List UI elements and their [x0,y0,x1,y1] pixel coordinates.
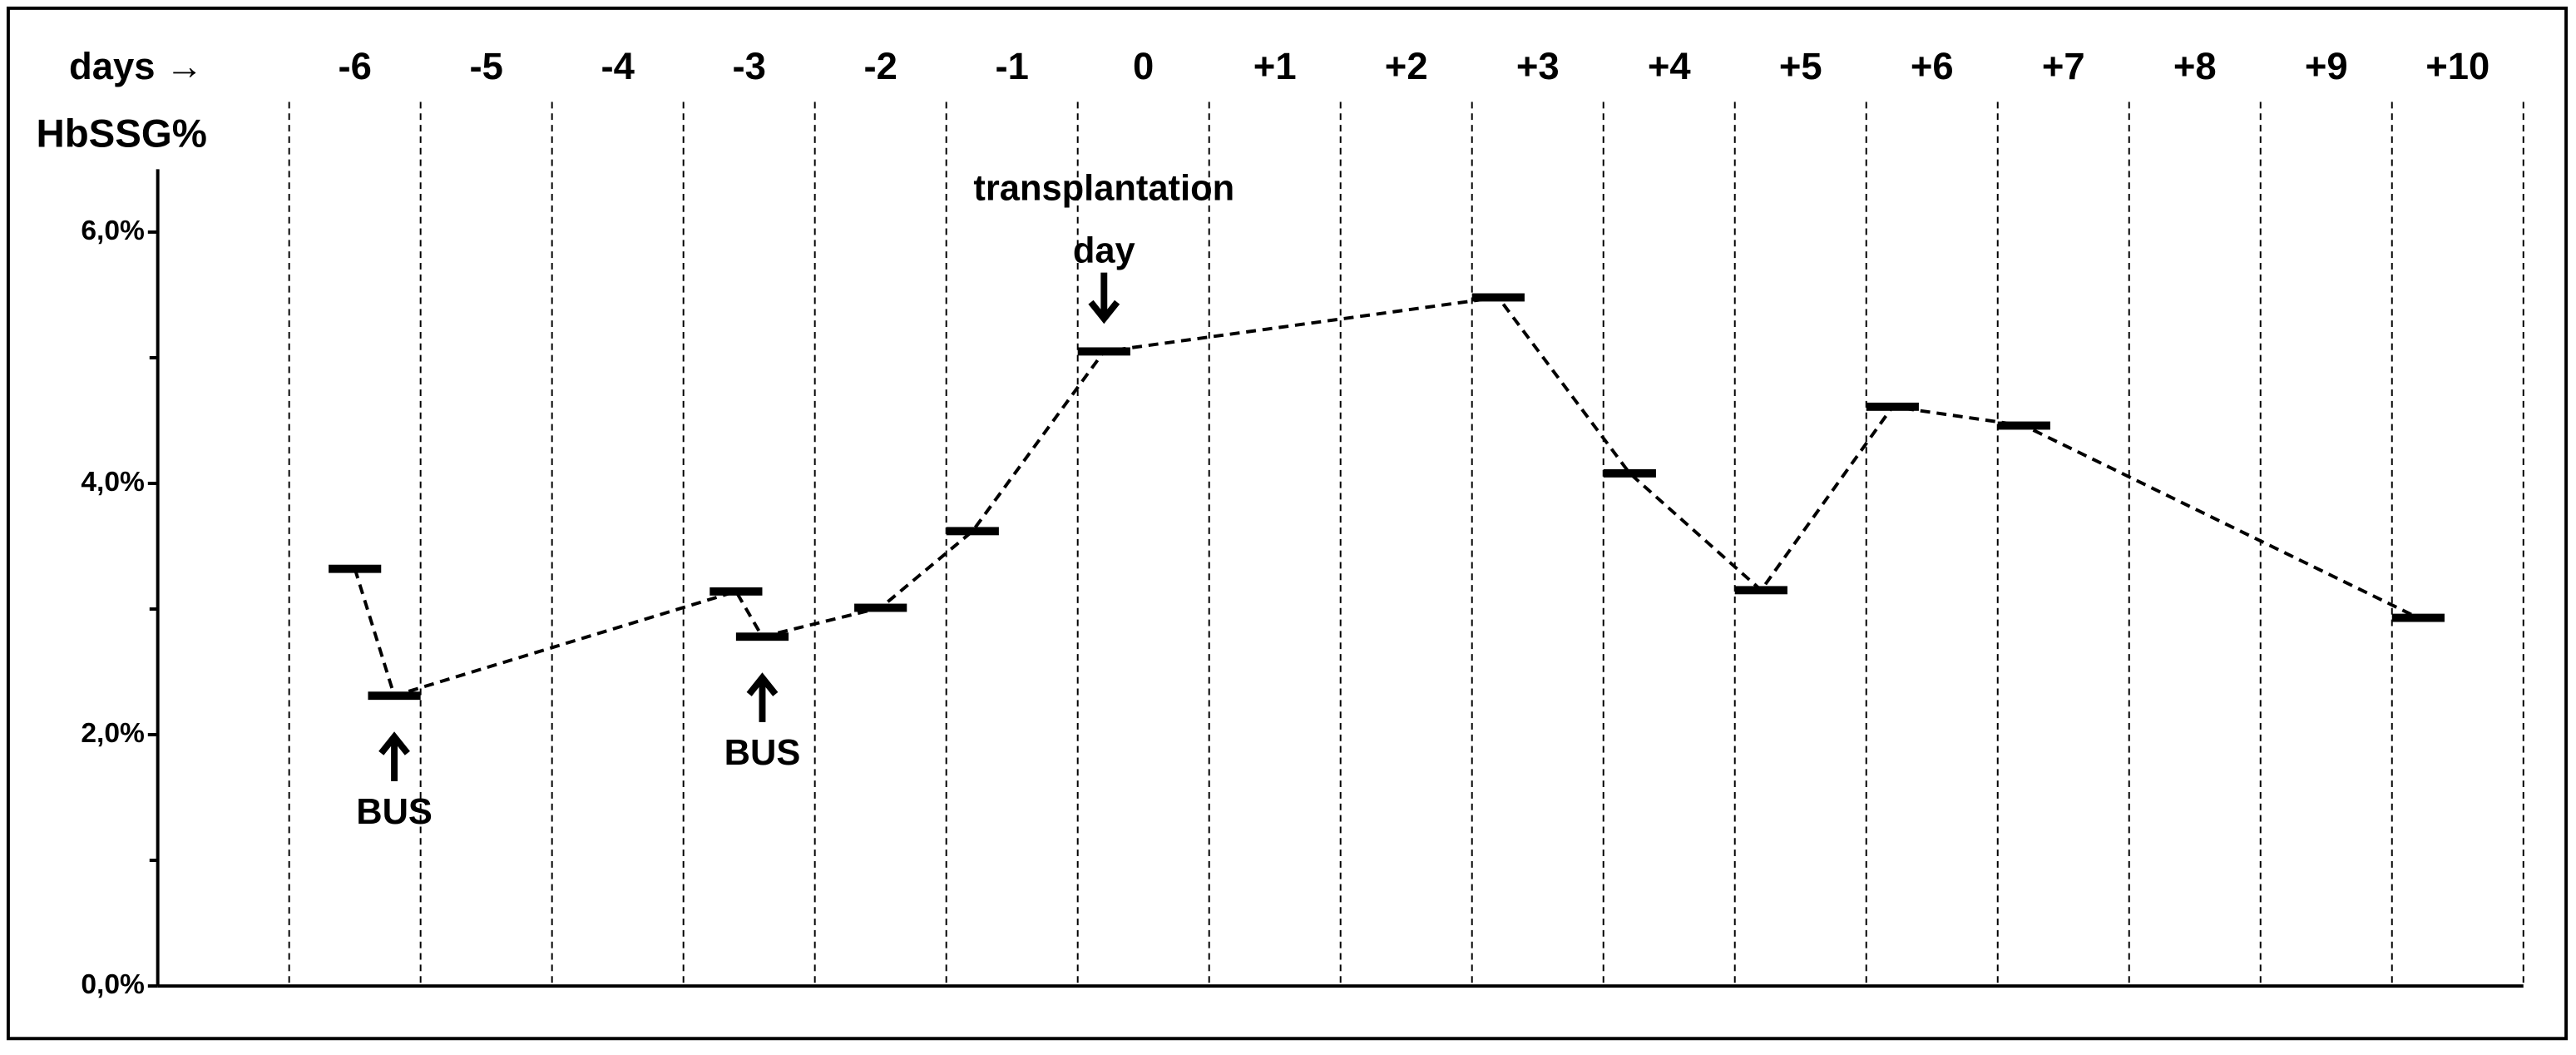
annotation: transplantation [973,168,1234,208]
x-tick-label: +8 [2173,45,2217,87]
data-marker [735,632,789,641]
x-tick-label: 0 [1133,45,1154,87]
x-tick-label: -3 [732,45,765,87]
x-tick-label: +6 [1911,45,1954,87]
annotation-arrow [1088,272,1120,324]
data-marker [368,691,421,701]
x-tick-label: -1 [995,45,1028,87]
x-tick-label: +4 [1648,45,1692,87]
data-marker [1997,421,2050,430]
x-tick-label: +9 [2305,45,2348,87]
data-marker [710,587,763,596]
x-tick-label: -4 [601,45,635,87]
data-marker [1077,347,1130,356]
y-axis-label: HbSSG% [36,111,206,156]
x-axis-label: days → [69,45,204,87]
annotation: day [1073,230,1135,270]
data-marker [329,564,382,573]
x-tick-label: -5 [469,45,502,87]
x-tick-label: +10 [2425,45,2489,87]
x-tick-label: +3 [1516,45,1560,87]
data-marker [854,603,907,612]
y-tick-label: 0,0% [81,969,145,1000]
frame [6,6,2569,1041]
annotation-arrow [378,731,410,781]
data-marker [1734,586,1787,595]
x-tick-label: -6 [338,45,371,87]
annotation: BUS [724,733,801,773]
y-tick-label: 4,0% [81,467,145,498]
data-marker [1866,402,1919,411]
y-tick-label: 2,0% [81,718,145,749]
y-tick-label: 6,0% [81,215,145,246]
annotation: BUS [356,792,433,832]
data-marker [946,527,999,536]
data-marker [2391,613,2445,622]
x-tick-label: +5 [1779,45,1822,87]
x-tick-label: +2 [1385,45,1428,87]
data-marker [1471,293,1525,302]
data-marker [1603,468,1656,478]
x-tick-label: -2 [863,45,897,87]
x-tick-label: +7 [2042,45,2085,87]
annotation-arrow [746,672,779,722]
x-tick-label: +1 [1253,45,1297,87]
